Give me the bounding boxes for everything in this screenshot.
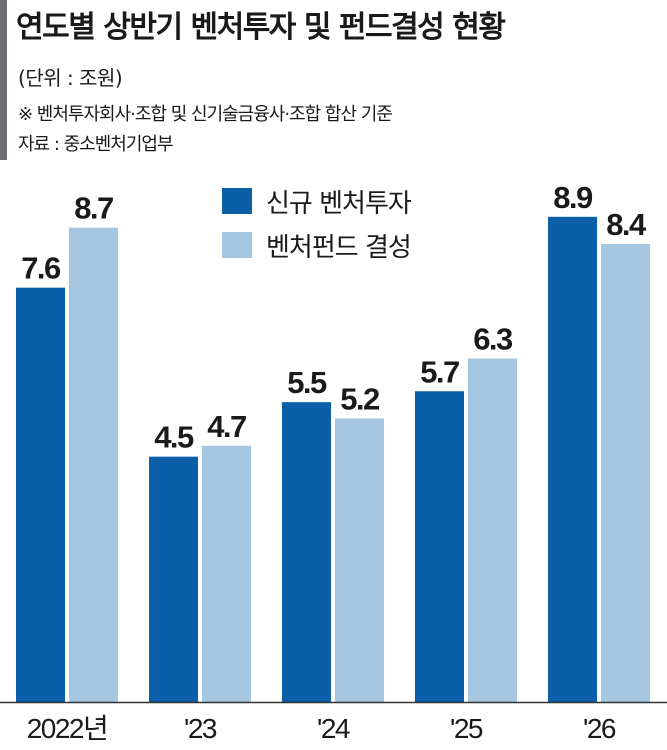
value-label-new-investment-0: 7.6 bbox=[21, 251, 61, 286]
bar-fund-formation-0 bbox=[69, 227, 118, 703]
value-label-fund-formation-4: 8.4 bbox=[606, 207, 647, 242]
legend-item-fund-formation: 벤처펀드 결성 bbox=[222, 230, 412, 263]
legend-label-fund-formation: 벤처펀드 결성 bbox=[266, 232, 412, 263]
legend-item-new-investment: 신규 벤처투자 bbox=[222, 186, 412, 219]
value-label-new-investment-3: 5.7 bbox=[420, 354, 459, 389]
x-tick-label-4: '26 bbox=[583, 713, 616, 744]
x-tick-label-0: 2022년 bbox=[27, 713, 108, 744]
title-accent-bar bbox=[0, 0, 7, 160]
source-label: 자료 : 중소벤처기업부 bbox=[18, 134, 174, 155]
bar-new-investment-2 bbox=[282, 402, 331, 702]
value-label-fund-formation-3: 6.3 bbox=[473, 322, 513, 357]
value-label-new-investment-2: 5.5 bbox=[287, 365, 327, 400]
value-label-fund-formation-0: 8.7 bbox=[74, 191, 113, 226]
value-label-new-investment-1: 4.5 bbox=[154, 420, 194, 455]
value-label-new-investment-4: 8.9 bbox=[553, 180, 593, 215]
unit-label: (단위 : 조원) bbox=[18, 66, 123, 90]
legend-swatch-new-investment bbox=[222, 188, 252, 214]
value-label-fund-formation-2: 5.2 bbox=[340, 382, 379, 417]
legend-swatch-fund-formation bbox=[222, 232, 252, 258]
bar-new-investment-1 bbox=[149, 456, 198, 702]
bar-new-investment-0 bbox=[16, 287, 65, 702]
legend-label-new-investment: 신규 벤처투자 bbox=[266, 188, 412, 219]
bar-fund-formation-3 bbox=[468, 358, 517, 702]
chart-title: 연도별 상반기 벤처투자 및 펀드결성 현황 bbox=[16, 10, 506, 45]
x-tick-label-1: '23 bbox=[184, 713, 217, 744]
footnote: ※ 벤처투자회사·조합 및 신기술금융사·조합 합산 기준 bbox=[18, 104, 393, 125]
bar-fund-formation-1 bbox=[202, 445, 251, 702]
bar-new-investment-3 bbox=[415, 391, 464, 702]
x-tick-label-3: '25 bbox=[450, 713, 483, 744]
value-label-fund-formation-1: 4.7 bbox=[207, 409, 246, 444]
legend: 신규 벤처투자 벤처펀드 결성 bbox=[222, 186, 412, 274]
bar-fund-formation-4 bbox=[601, 244, 650, 702]
bar-new-investment-4 bbox=[548, 216, 597, 702]
bar-fund-formation-2 bbox=[335, 418, 384, 702]
x-tick-label-2: '24 bbox=[317, 713, 350, 744]
